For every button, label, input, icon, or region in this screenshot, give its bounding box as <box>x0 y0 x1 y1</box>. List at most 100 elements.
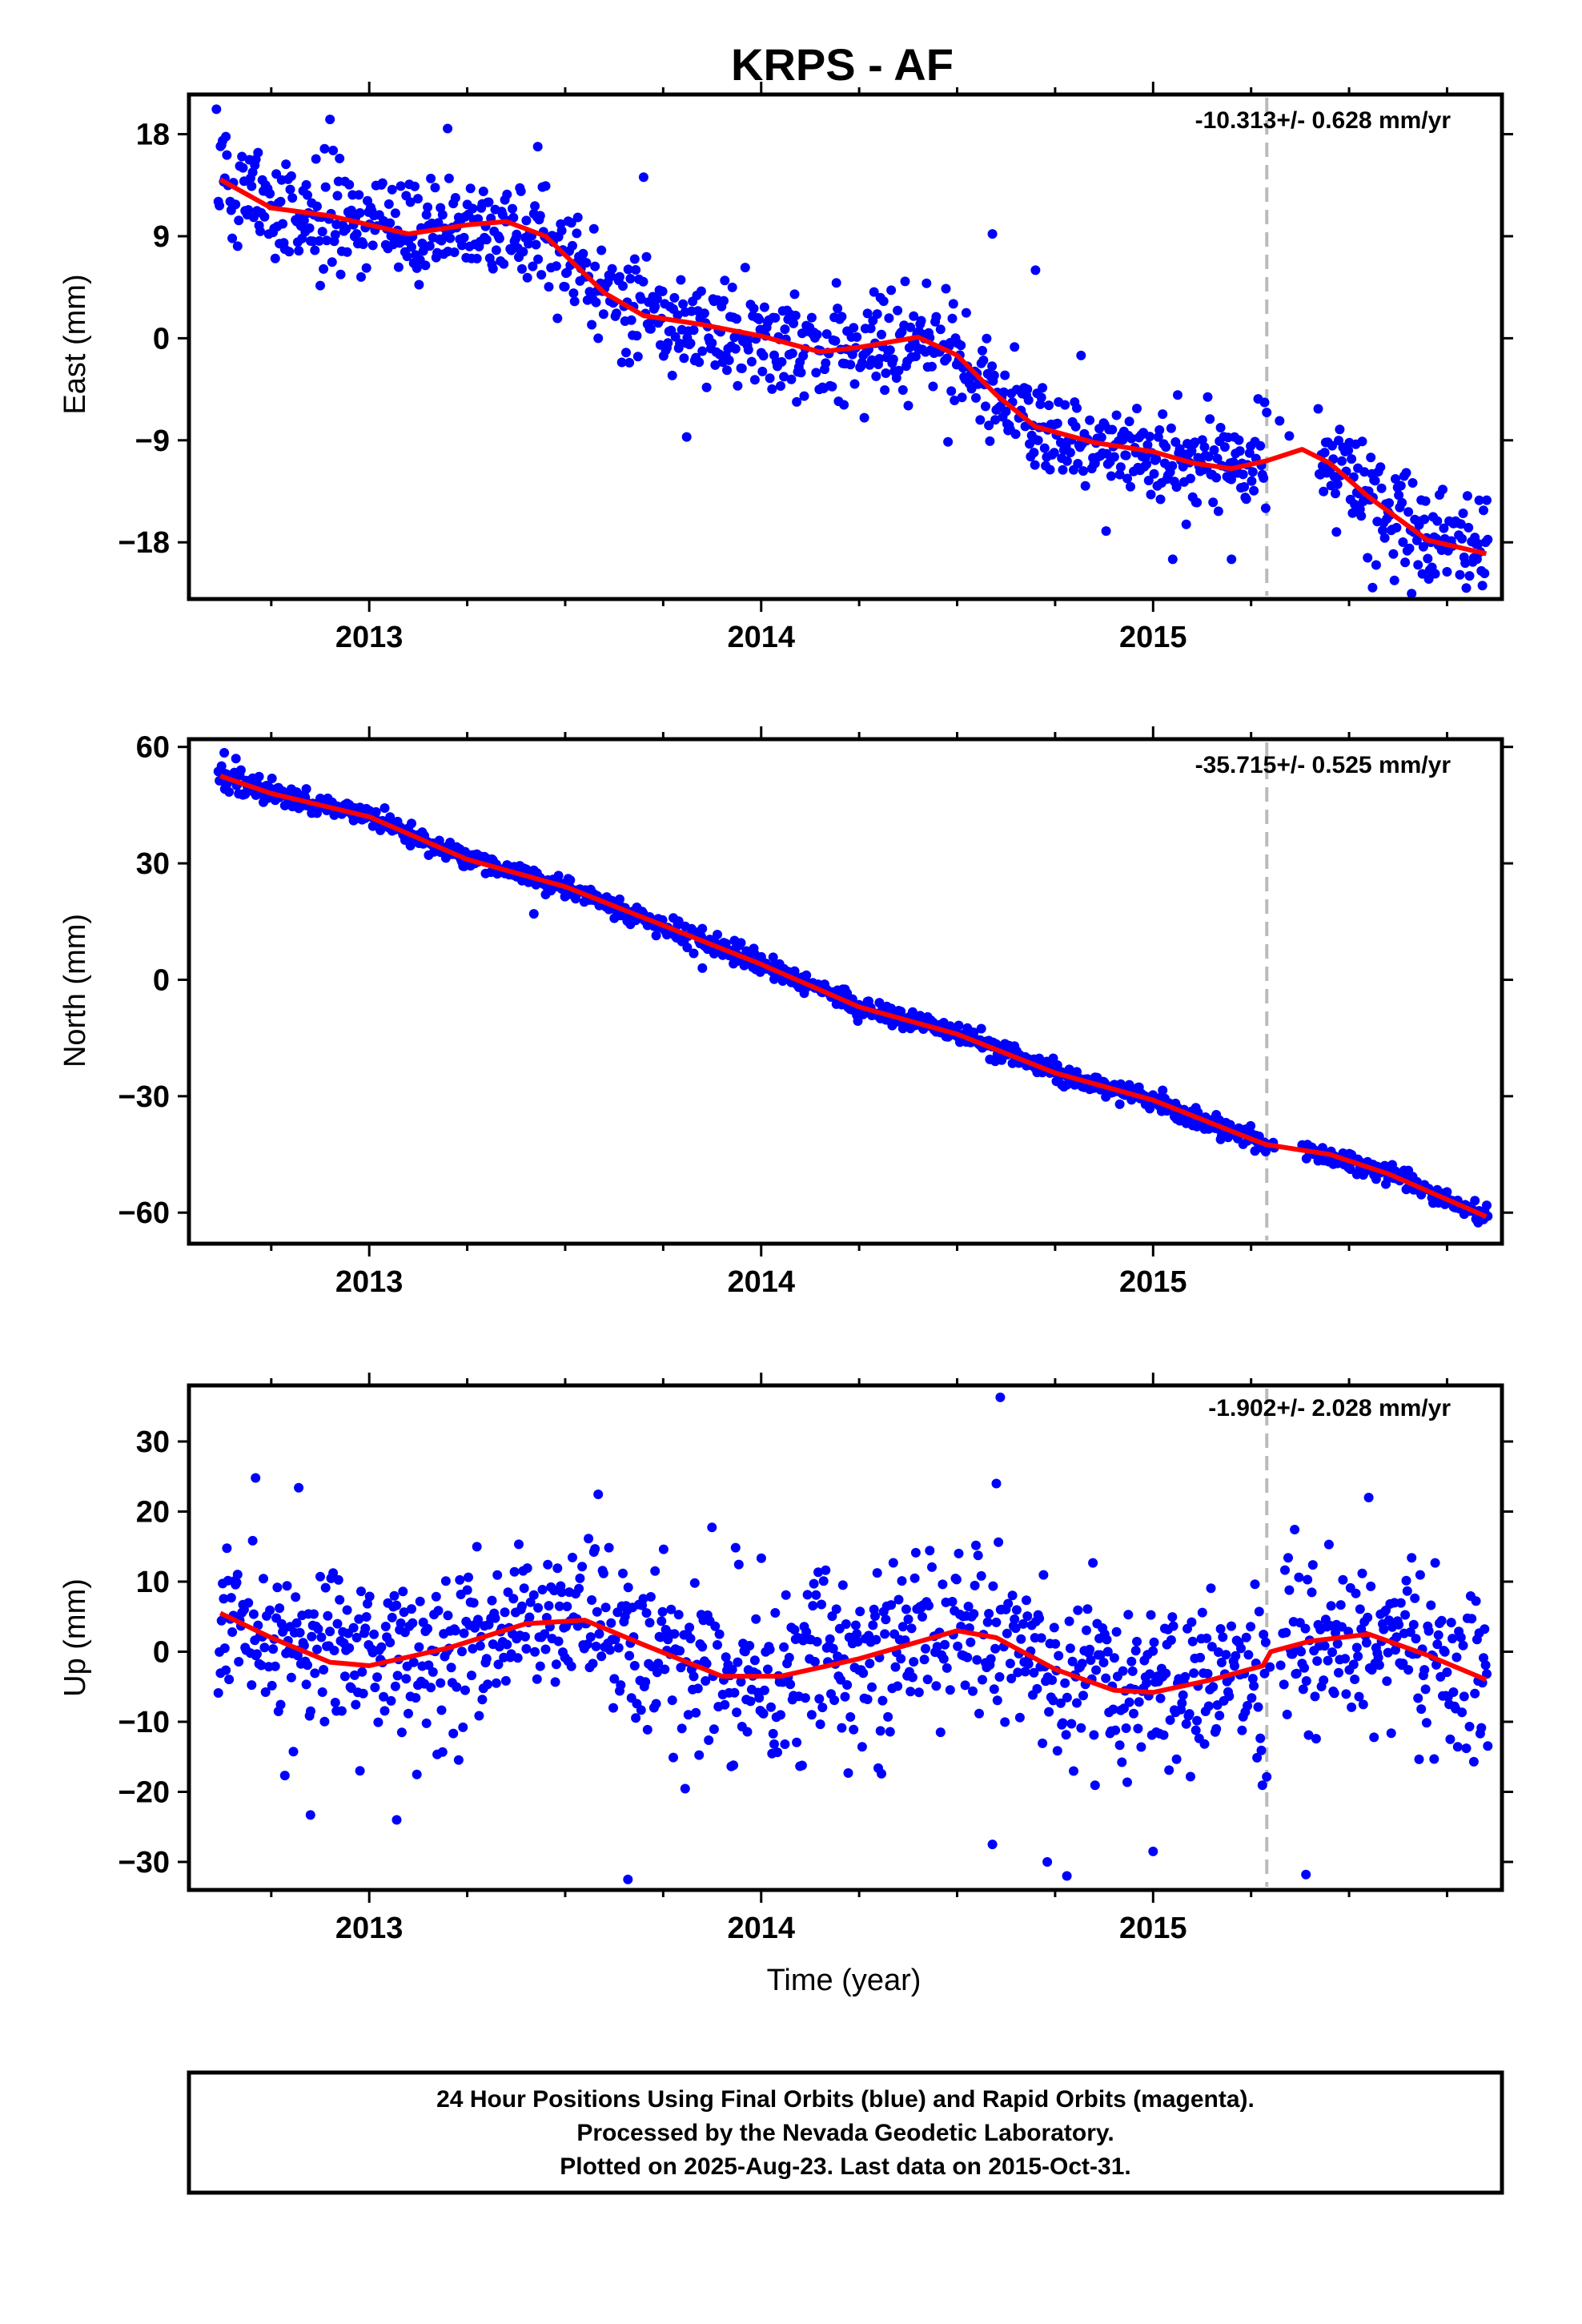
up-data-point <box>984 1609 994 1618</box>
up-data-point <box>837 1723 847 1733</box>
east-data-point <box>1030 460 1040 470</box>
east-data-point <box>888 354 898 364</box>
east-data-point <box>1418 541 1428 552</box>
east-data-point <box>588 223 599 234</box>
up-data-point <box>521 1643 532 1654</box>
east-data-point <box>1070 421 1081 432</box>
up-data-point <box>1351 1642 1362 1653</box>
up-data-point <box>458 1722 468 1732</box>
north-outlier-point <box>219 748 230 758</box>
up-data-point <box>1353 1651 1363 1662</box>
up-data-point <box>785 1679 796 1690</box>
up-data-point <box>669 1629 680 1639</box>
up-data-point <box>1082 1625 1091 1635</box>
up-data-point <box>1098 1658 1109 1667</box>
east-data-point <box>531 239 541 250</box>
east-data-point <box>578 248 588 259</box>
east-data-point <box>865 324 876 334</box>
up-data-point <box>666 1604 677 1614</box>
up-data-point <box>1047 1675 1058 1685</box>
up-data-point <box>1055 1698 1066 1708</box>
up-data-point <box>814 1694 825 1704</box>
up-data-point <box>817 1703 828 1713</box>
east-data-point <box>556 226 567 235</box>
up-data-point <box>1014 1712 1025 1723</box>
up-data-point <box>1129 1708 1138 1719</box>
up-data-point <box>1464 1722 1475 1731</box>
east-plot-area: 18 9 0 −9 −18 2013 2014 2015 <box>118 82 1513 654</box>
up-data-point <box>332 1618 343 1629</box>
up-data-point <box>528 1590 539 1600</box>
up-data-point <box>1307 1587 1317 1598</box>
up-data-point <box>685 1622 695 1633</box>
east-data-point <box>1111 410 1122 420</box>
up-data-point <box>544 1601 554 1611</box>
east-outlier-point <box>987 229 998 239</box>
east-data-point <box>878 296 889 307</box>
east-data-point <box>450 193 460 203</box>
east-data-point <box>852 332 862 342</box>
east-data-point <box>581 258 592 268</box>
east-data-point <box>481 235 492 245</box>
east-data-point <box>1423 574 1434 584</box>
up-data-point <box>990 1643 1001 1654</box>
east-data-point <box>652 294 662 304</box>
east-data-point <box>1060 400 1070 410</box>
up-data-point <box>909 1573 920 1583</box>
up-data-point <box>1062 1692 1072 1703</box>
east-data-point <box>484 197 494 207</box>
north-data-point <box>291 787 302 798</box>
up-data-point <box>1036 1633 1046 1643</box>
up-data-point <box>310 1668 320 1679</box>
up-data-point <box>379 1706 390 1716</box>
up-data-point <box>729 1760 739 1771</box>
up-data-point <box>689 1578 700 1588</box>
up-data-point <box>1355 1604 1365 1614</box>
east-data-point <box>1126 433 1137 444</box>
east-data-point <box>1158 409 1168 420</box>
east-data-point <box>1411 535 1422 545</box>
north-data-point <box>954 1020 964 1031</box>
up-data-point <box>781 1590 791 1600</box>
east-data-point <box>833 304 843 314</box>
east-data-point <box>1049 448 1059 458</box>
up-data-point <box>329 1646 339 1655</box>
up-data-point <box>742 1727 753 1737</box>
up-data-point <box>766 1702 776 1712</box>
up-data-point <box>1032 1683 1042 1694</box>
north-outlier-point <box>697 963 708 973</box>
up-data-point <box>450 1626 460 1636</box>
east-data-point <box>1391 474 1400 484</box>
up-data-point <box>1260 1637 1271 1647</box>
up-data-point <box>1187 1636 1198 1647</box>
up-data-point <box>1114 1740 1125 1751</box>
east-data-point <box>1238 469 1248 480</box>
up-data-point <box>328 1568 339 1578</box>
north-rate-label: -35.715+/- 0.525 mm/yr <box>1195 752 1452 778</box>
east-data-point <box>877 329 886 340</box>
east-data-point <box>221 131 231 142</box>
up-data-point <box>843 1768 853 1778</box>
east-data-point <box>694 357 705 368</box>
up-data-point <box>1446 1618 1456 1628</box>
up-data-point <box>1227 1621 1236 1631</box>
east-data-point <box>468 203 478 214</box>
up-data-point <box>1447 1634 1458 1644</box>
east-data-point <box>355 207 365 218</box>
up-data-point <box>875 1726 885 1736</box>
east-data-point <box>777 356 787 367</box>
up-data-point <box>248 1609 259 1619</box>
north-data-point <box>976 1023 986 1034</box>
up-data-point <box>829 1695 840 1706</box>
east-data-point <box>344 179 355 190</box>
east-data-point <box>787 348 797 359</box>
north-data-point <box>673 916 684 927</box>
up-data-point <box>487 1595 497 1606</box>
east-data-point <box>916 316 926 326</box>
up-data-point <box>307 1631 317 1642</box>
east-data-point <box>1376 483 1387 493</box>
up-data-point <box>1134 1697 1144 1707</box>
up-data-point <box>971 1540 981 1550</box>
up-data-point <box>319 1665 329 1675</box>
up-data-point <box>677 1723 687 1734</box>
